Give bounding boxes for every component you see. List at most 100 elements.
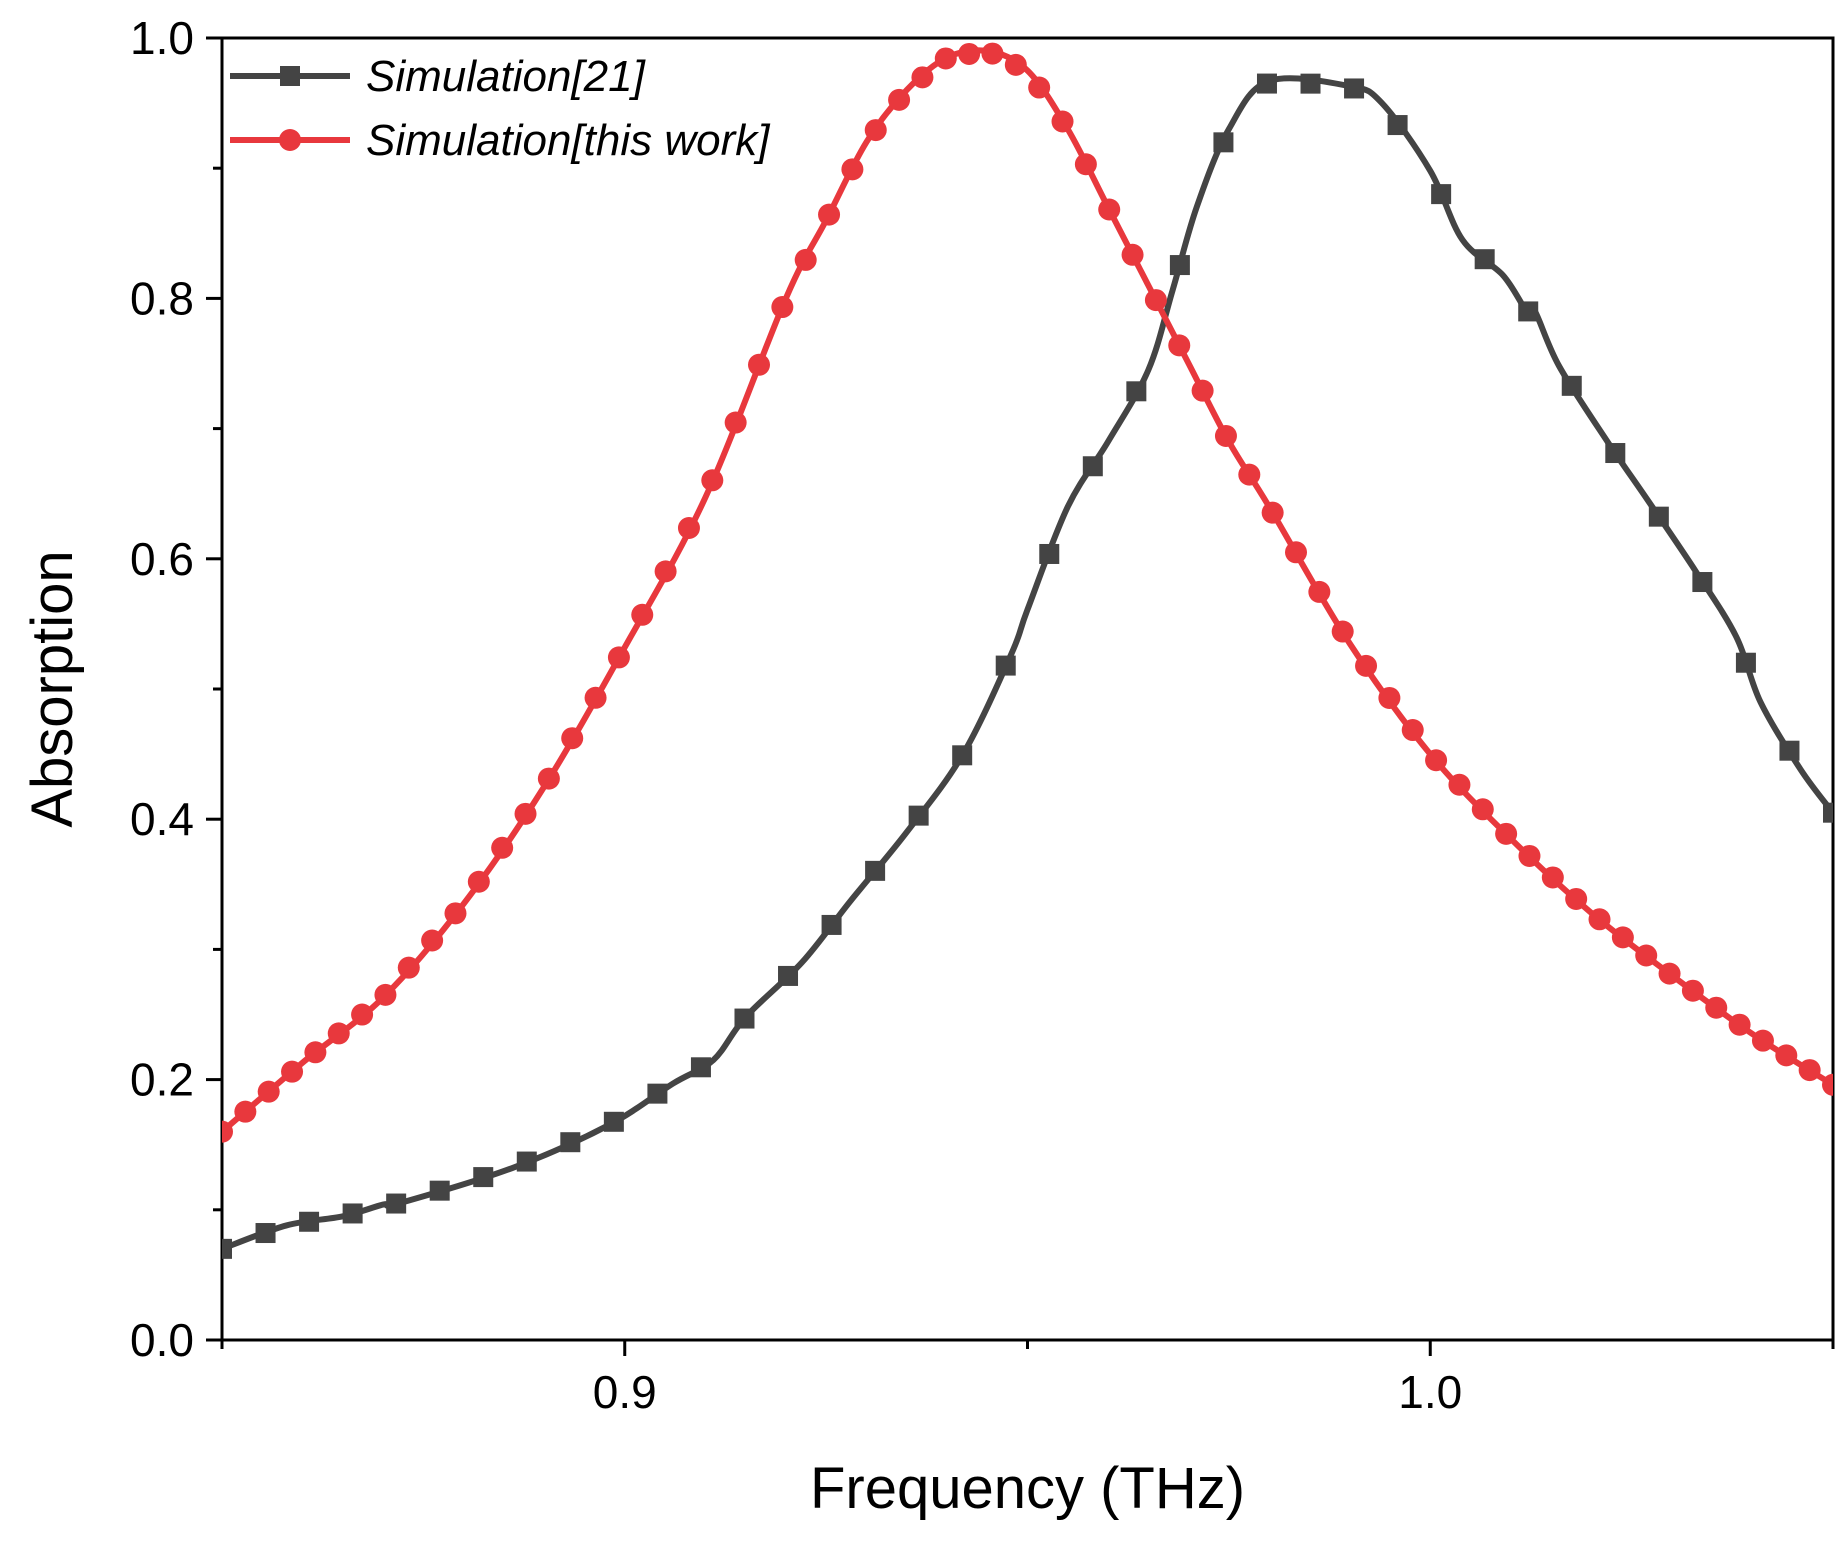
data-point-circle: [1705, 996, 1728, 1019]
data-point-circle: [1448, 773, 1471, 796]
data-point-square: [1735, 652, 1756, 673]
data-point-circle: [864, 119, 887, 142]
data-point-circle: [1191, 379, 1214, 402]
y-tick-label: 0.6: [130, 533, 194, 585]
legend-marker-circle: [279, 129, 301, 151]
data-point-circle: [1285, 541, 1307, 564]
data-point-square: [734, 1008, 755, 1029]
data-point-circle: [981, 42, 1004, 65]
data-point-square: [778, 965, 799, 986]
data-point-square: [865, 860, 886, 881]
data-point-circle: [327, 1022, 350, 1045]
legend-item-simulation-21: Simulation[21]: [230, 52, 647, 101]
data-point-circle: [1378, 686, 1401, 709]
data-point-square: [1387, 115, 1408, 136]
legend: Simulation[21] Simulation[this work]: [230, 52, 771, 165]
data-point-circle: [1004, 53, 1027, 76]
data-point-circle: [1308, 580, 1331, 603]
data-point-circle: [374, 983, 397, 1006]
ticks-layer: 0.0 0.2 0.4 0.6 0.8 1.0 0.9 1.0: [130, 12, 1835, 1418]
legend-label: Simulation[this work]: [366, 116, 771, 165]
data-point-square: [1256, 73, 1277, 94]
data-point-square: [952, 745, 973, 766]
data-point-circle: [491, 836, 514, 859]
data-point-circle: [1238, 463, 1261, 486]
data-point-circle: [514, 802, 537, 825]
data-point-circle: [1798, 1059, 1821, 1082]
data-point-circle: [1144, 289, 1167, 312]
data-point-circle: [1471, 798, 1494, 821]
data-point-circle: [1168, 334, 1191, 357]
data-point-circle: [888, 88, 911, 111]
data-point-square: [603, 1111, 624, 1132]
data-point-circle: [1051, 110, 1074, 133]
plot-border: [220, 36, 1835, 1342]
data-point-circle: [748, 353, 770, 376]
data-point-circle: [841, 158, 864, 181]
x-tick-label: 0.9: [593, 1366, 657, 1418]
data-point-circle: [444, 902, 467, 925]
data-point-circle: [794, 248, 817, 271]
legend-marker-square: [280, 66, 300, 86]
data-point-circle: [1425, 749, 1448, 772]
data-point-circle: [934, 47, 957, 70]
data-point-square: [1823, 802, 1833, 823]
data-point-circle: [1495, 822, 1518, 845]
series-simulation-this-work: [222, 42, 1833, 1143]
data-point-square: [255, 1223, 276, 1244]
data-point-circle: [654, 560, 677, 583]
data-point-square: [342, 1203, 363, 1224]
data-point-square: [1300, 73, 1321, 94]
data-point-circle: [1355, 654, 1378, 677]
data-point-circle: [537, 767, 560, 790]
legend-label: Simulation[21]: [366, 52, 647, 101]
data-point-circle: [584, 686, 607, 709]
data-point-circle: [1751, 1029, 1774, 1052]
data-point-circle: [631, 603, 654, 626]
data-point-square: [1039, 543, 1060, 564]
data-point-circle: [958, 42, 981, 65]
data-point-circle: [1635, 944, 1658, 967]
data-point-square: [1648, 506, 1669, 527]
data-point-square: [222, 1238, 232, 1259]
data-point-circle: [397, 956, 420, 979]
data-point-circle: [257, 1080, 280, 1103]
data-point-square: [1692, 572, 1713, 593]
data-point-circle: [1541, 866, 1564, 889]
data-point-circle: [1775, 1044, 1798, 1067]
data-point-square: [516, 1151, 537, 1172]
data-point-square: [299, 1211, 320, 1232]
data-point-circle: [222, 1120, 233, 1143]
data-point-circle: [677, 516, 700, 539]
data-point-circle: [1658, 962, 1681, 985]
data-point-circle: [1588, 908, 1611, 931]
y-tick-label: 0.0: [130, 1314, 194, 1366]
data-point-square: [821, 914, 842, 935]
y-axis-title: Absorption: [20, 550, 85, 827]
data-point-square: [1474, 249, 1495, 270]
data-point-circle: [1611, 926, 1634, 949]
series-line: [222, 47, 1833, 1134]
x-tick-label: 1.0: [1398, 1366, 1462, 1418]
data-point-square: [1561, 375, 1582, 396]
legend-item-simulation-this-work: Simulation[this work]: [230, 116, 771, 165]
data-point-circle: [1098, 198, 1121, 221]
data-point-circle: [818, 203, 841, 226]
data-point-square: [1126, 381, 1147, 402]
data-point-circle: [1822, 1073, 1833, 1096]
series-simulation-21: [222, 73, 1833, 1259]
y-tick-label: 0.8: [130, 272, 194, 324]
data-point-circle: [1331, 620, 1354, 643]
data-point-square: [429, 1180, 450, 1201]
data-point-circle: [234, 1100, 257, 1123]
series-layer: [222, 42, 1833, 1259]
data-point-square: [1344, 78, 1365, 99]
data-point-circle: [281, 1060, 304, 1083]
data-point-square: [386, 1193, 407, 1214]
data-point-circle: [1074, 153, 1097, 176]
data-point-circle: [1214, 424, 1237, 447]
data-point-square: [1213, 132, 1234, 153]
data-point-circle: [911, 66, 934, 89]
